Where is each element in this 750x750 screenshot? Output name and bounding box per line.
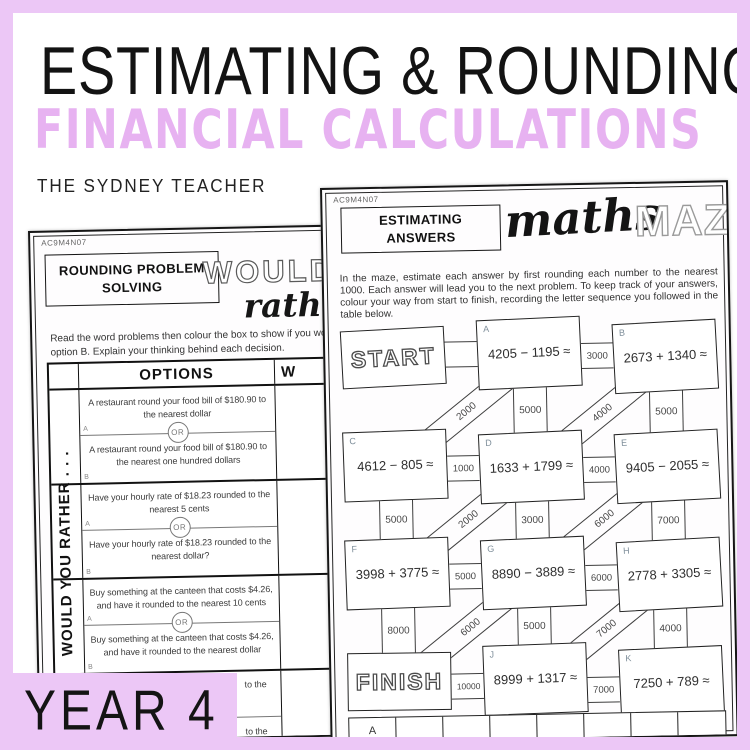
answer-cell [678, 711, 725, 738]
option-a-letter: A [85, 520, 90, 528]
maze-connector-vertical: 5000 [517, 605, 552, 647]
worksheet-maths-maze: AC9M4N07 ESTIMATING ANSWERS maths MAZE I… [320, 180, 739, 744]
option-b-letter: B [88, 663, 93, 671]
maze-connector-vertical: 4000 [653, 607, 688, 650]
answer-cell: A [349, 717, 397, 744]
finish-label: FINISH [355, 667, 444, 696]
option-b-text: A restaurant round your food bill of $18… [89, 441, 268, 467]
table-row: Have your hourly rate of $18.23 rounded … [51, 479, 339, 581]
maze-box-b: B 2673 + 1340 ≈ [611, 318, 720, 395]
option-a-text: Buy something at the canteen that costs … [89, 583, 273, 611]
row-options-cell: Buy something at the canteen that costs … [83, 576, 280, 673]
maze-connector-horizontal: 10000 [451, 672, 486, 700]
answer-cell [396, 716, 444, 744]
maze-connector-horizontal [442, 340, 480, 368]
maze-box-f: F 3998 + 3775 ≈ [344, 536, 451, 611]
header-cell-blank [48, 363, 80, 389]
maze-box-e: E 9405 − 2055 ≈ [613, 428, 722, 505]
row-options-cell: A restaurant round your food bill of $18… [79, 386, 276, 483]
maze-box-c: C 4612 − 805 ≈ [342, 428, 449, 503]
maze-connector-horizontal: 1000 [447, 454, 480, 482]
maze-connector-horizontal: 4000 [583, 456, 616, 483]
option-b-text: Have your hourly rate of $18.23 rounded … [88, 535, 272, 561]
table-row: Buy something at the canteen that costs … [53, 574, 341, 676]
option-a-text: Have your hourly rate of $18.23 rounded … [87, 488, 271, 515]
maze-box-h: H 2778 + 3305 ≈ [615, 536, 724, 613]
maze-connector-vertical: 5000 [512, 385, 548, 435]
curriculum-code: AC9M4N07 [41, 237, 87, 248]
header-cell-options: OPTIONS [139, 364, 214, 384]
option-a-letter: A [83, 425, 88, 433]
maze-box-j: J 8999 + 1317 ≈ [482, 642, 589, 716]
maze-connector-horizontal: 7000 [587, 676, 620, 703]
answer-cell [537, 714, 585, 741]
main-title: ESTIMATING & ROUNDING [40, 33, 750, 109]
maze-start-box: START [339, 325, 447, 390]
maze-box-a: A 4205 − 1195 ≈ [475, 315, 583, 391]
maze-connector-vertical: 7000 [651, 499, 686, 542]
maze-area: 3000 1000 4000 5000 6000 10000 7000 5000… [322, 182, 737, 742]
maze-box-k: K 7250 + 789 ≈ [618, 645, 726, 720]
option-a-letter: A [87, 615, 92, 623]
maze-box-d: D 1633 + 1799 ≈ [477, 429, 585, 505]
row-options-cell: Have your hourly rate of $18.23 rounded … [81, 481, 278, 578]
maze-connector-vertical: 3000 [515, 499, 550, 541]
option-b-letter: B [84, 473, 89, 481]
worksheet-would-you-rather: AC9M4N07 ROUNDING PROBLEM SOLVING WOULD … [28, 224, 342, 743]
answer-cell [584, 713, 632, 741]
maze-connector-horizontal: 3000 [581, 342, 614, 370]
or-badge: OR [169, 516, 191, 539]
year-level-label: YEAR 4 [24, 677, 219, 742]
maze-connector-vertical: 5000 [648, 389, 684, 434]
maze-connector-vertical: 8000 [381, 606, 416, 655]
option-a-text: A restaurant round your food bill of $18… [88, 394, 267, 420]
maze-box-g: G 8890 − 3889 ≈ [479, 535, 587, 611]
worksheet-header-box: ROUNDING PROBLEM SOLVING [44, 251, 220, 307]
answer-cell [443, 715, 491, 743]
year-level-banner: YEAR 4 [0, 673, 237, 742]
option-b-text: Buy something at the canteen that costs … [90, 630, 274, 658]
maze-connector-vertical: 5000 [378, 498, 414, 541]
or-badge: OR [171, 611, 193, 634]
maze-connector-horizontal: 6000 [585, 564, 618, 591]
brand-name: THE SYDNEY TEACHER [37, 176, 267, 196]
maze-connector-horizontal: 5000 [449, 562, 482, 590]
answer-cell [490, 714, 538, 742]
table-row: A restaurant round your food bill of $18… [49, 384, 337, 486]
maze-finish-box: FINISH [347, 651, 452, 712]
worksheet-header-label: ROUNDING PROBLEM SOLVING [58, 260, 205, 296]
sub-title: FINANCIAL CALCULATIONS [34, 98, 703, 161]
start-label: START [349, 341, 437, 373]
worksheet-instructions: Read the word problems then colour the b… [50, 326, 340, 359]
or-badge: OR [167, 421, 189, 444]
answer-cell [631, 712, 679, 740]
option-b-letter: B [86, 568, 91, 576]
